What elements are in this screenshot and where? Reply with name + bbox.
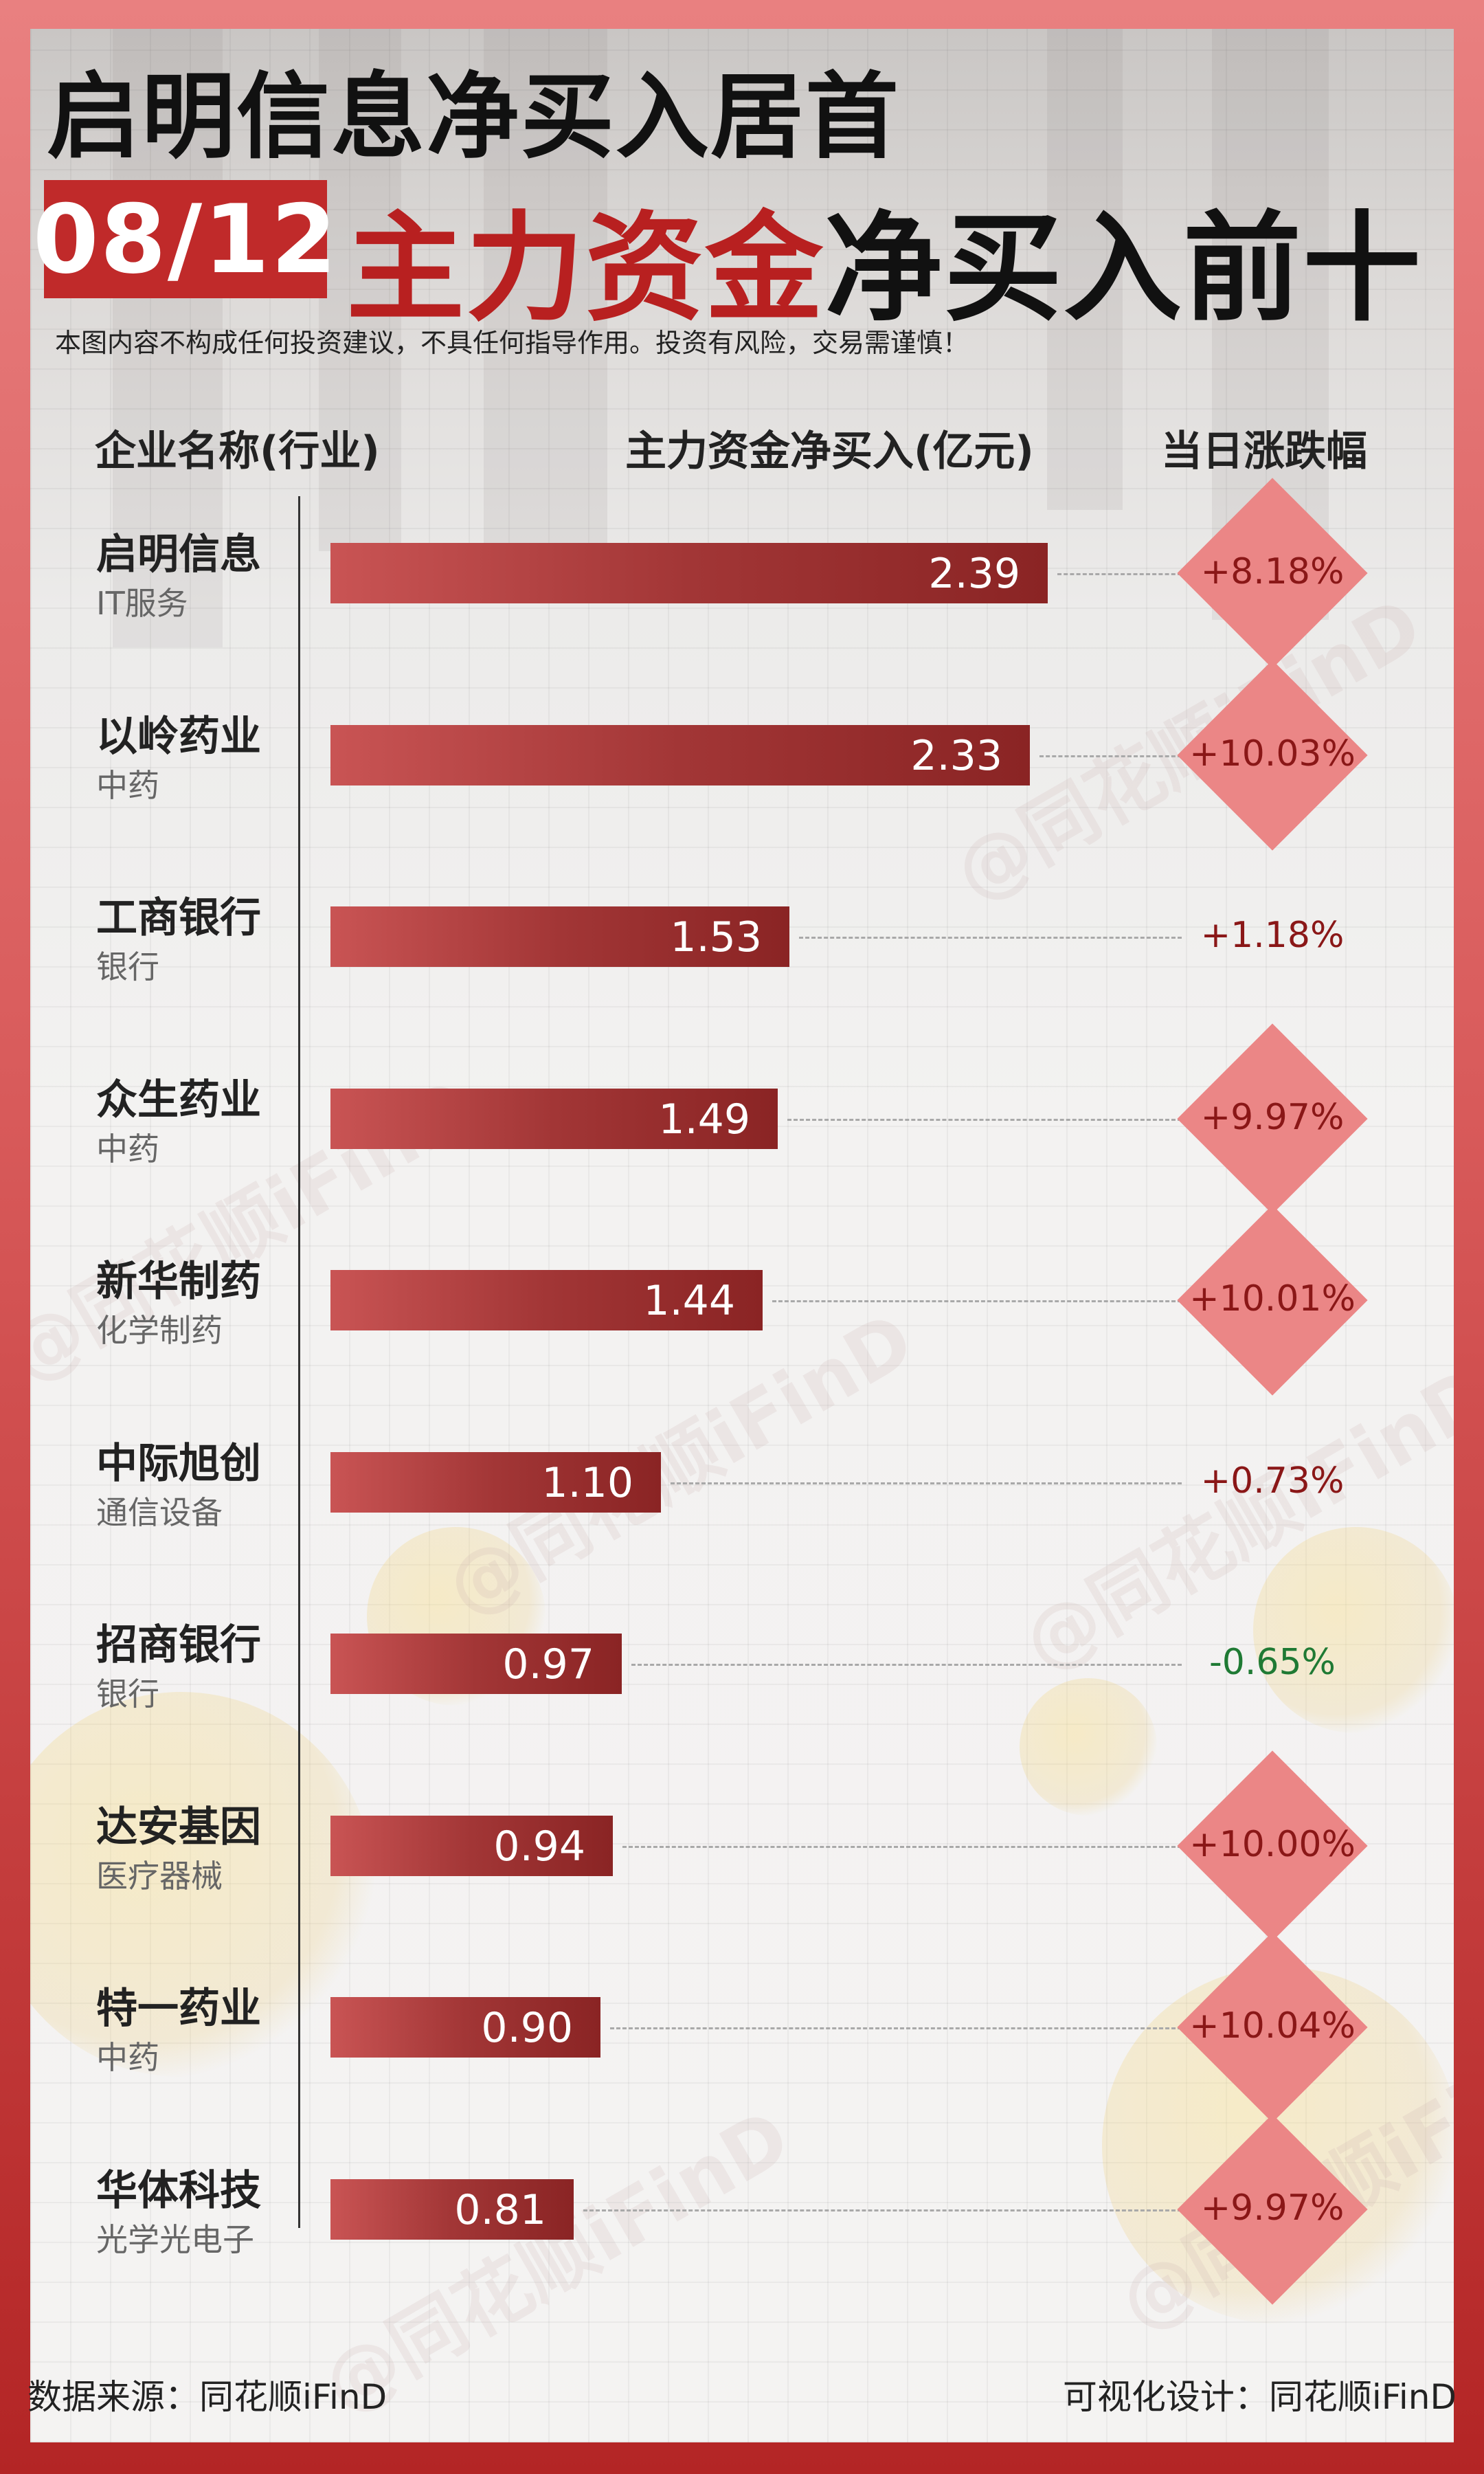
daily-change-label: +10.01%: [1189, 1278, 1356, 1319]
bg-chart-column: [113, 29, 223, 647]
leader-line: [1039, 755, 1182, 757]
date-badge: 08/12: [33, 180, 337, 298]
headline: 启明信息净买入居首: [47, 63, 900, 172]
company-name: 新华制药: [96, 1258, 261, 1306]
daily-change-label: -0.65%: [1209, 1642, 1336, 1683]
net-buy-bar: [330, 1089, 778, 1149]
bar-value-label: 2.33: [910, 732, 1002, 780]
coin-decoration: [30, 1692, 374, 2077]
industry-label: 医疗器械: [96, 1858, 223, 1895]
bar-value-label: 1.49: [658, 1095, 750, 1144]
leader-line: [622, 1846, 1182, 1848]
daily-change-label: +10.04%: [1189, 2005, 1356, 2047]
industry-label: 银行: [96, 948, 159, 985]
net-buy-bar: [330, 543, 1048, 603]
net-buy-bar: [330, 1634, 622, 1694]
coin-decoration: [1020, 1678, 1157, 1816]
company-name: 启明信息: [96, 531, 261, 579]
bar-value-label: 2.39: [928, 550, 1020, 598]
column-header-value: 主力资金净买入(亿元): [625, 427, 1034, 476]
industry-label: 光学光电子: [96, 2221, 254, 2258]
coin-decoration: [1253, 1527, 1454, 1733]
company-name: 工商银行: [96, 894, 261, 942]
bar-value-label: 0.94: [493, 1823, 585, 1871]
leader-line: [610, 2027, 1182, 2029]
industry-label: 通信设备: [96, 1494, 223, 1531]
company-name: 中际旭创: [96, 1440, 261, 1488]
leader-line: [631, 1664, 1182, 1666]
category-axis: [298, 496, 300, 2228]
net-buy-bar: [330, 2179, 574, 2240]
industry-label: 中药: [96, 1130, 159, 1168]
bg-chart-column: [484, 29, 607, 592]
bar-value-label: 0.81: [454, 2186, 546, 2234]
chart-title-red: 主力资金: [346, 199, 824, 337]
net-buy-bar: [330, 725, 1030, 785]
industry-label: 中药: [96, 2039, 159, 2076]
bar-value-label: 1.44: [643, 1277, 735, 1325]
company-name: 达安基因: [96, 1803, 261, 1851]
daily-change-label: +9.97%: [1200, 1097, 1345, 1138]
data-source: 数据来源：同花顺iFinD: [27, 2377, 387, 2417]
bg-chart-column: [319, 29, 401, 551]
chart-title: 主力资金净买入前十: [346, 172, 1422, 344]
company-name: 众生药业: [96, 1076, 261, 1124]
column-header-company: 企业名称(行业): [95, 427, 380, 476]
leader-line: [772, 1300, 1182, 1302]
leader-line: [1057, 573, 1182, 575]
net-buy-bar: [330, 1997, 600, 2058]
bar-value-label: 0.90: [481, 2004, 573, 2052]
design-credit: 可视化设计：同花顺iFinD: [1062, 2377, 1457, 2417]
industry-label: IT服务: [96, 585, 188, 622]
disclaimer: 本图内容不构成任何投资建议，不具任何指导作用。投资有风险，交易需谨慎！: [55, 328, 969, 358]
bar-value-label: 1.10: [541, 1459, 633, 1507]
daily-change-label: +9.97%: [1200, 2187, 1345, 2229]
net-buy-bar: [330, 1816, 613, 1876]
bg-chart-column: [1047, 29, 1123, 510]
leader-line: [671, 1482, 1182, 1484]
chart-title-black: 净买入前十: [824, 199, 1422, 337]
leader-line: [787, 1119, 1182, 1121]
company-name: 以岭药业: [96, 713, 261, 761]
bar-value-label: 0.97: [502, 1640, 594, 1689]
bar-value-label: 1.53: [670, 913, 762, 961]
daily-change-label: +1.18%: [1200, 915, 1345, 956]
industry-label: 化学制药: [96, 1312, 223, 1349]
industry-label: 银行: [96, 1675, 159, 1713]
company-name: 招商银行: [96, 1621, 261, 1669]
net-buy-bar: [330, 906, 789, 967]
company-name: 特一药业: [96, 1985, 261, 2033]
industry-label: 中药: [96, 767, 159, 804]
leader-line: [799, 937, 1182, 939]
column-header-change: 当日涨跌幅: [1161, 427, 1367, 476]
daily-change-label: +10.00%: [1189, 1824, 1356, 1865]
leader-line: [583, 2209, 1182, 2211]
daily-change-label: +8.18%: [1200, 551, 1345, 592]
daily-change-label: +0.73%: [1200, 1460, 1345, 1502]
net-buy-bar: [330, 1270, 763, 1330]
company-name: 华体科技: [96, 2167, 261, 2215]
daily-change-label: +10.03%: [1189, 733, 1356, 774]
net-buy-bar: [330, 1452, 661, 1513]
